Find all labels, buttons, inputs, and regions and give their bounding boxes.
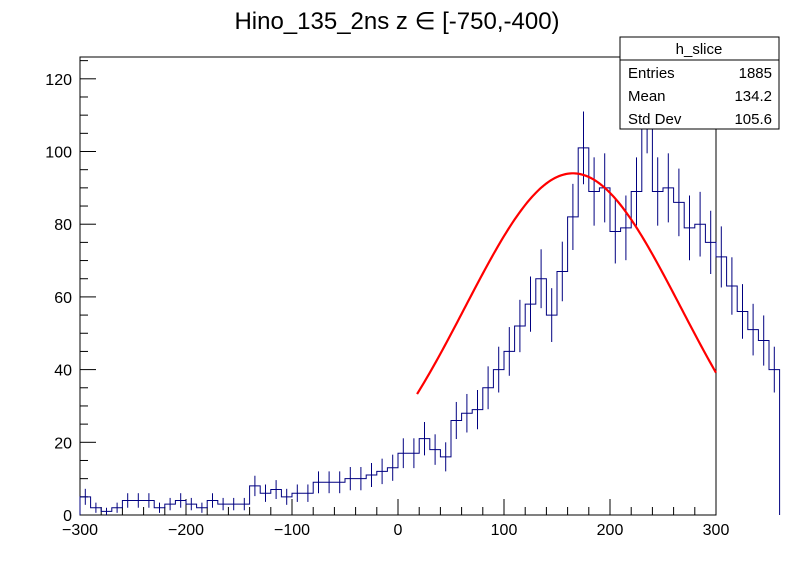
histogram-steps [79, 114, 781, 515]
stats-entries-value: 1885 [739, 65, 772, 82]
stats-mean-label: Mean [628, 88, 666, 105]
y-tick-label: 80 [54, 217, 72, 234]
y-axis: 0 20 40 60 80 100 120 [45, 60, 96, 525]
x-axis: −300 −200 −100 0 100 200 300 [62, 499, 729, 539]
stats-stddev-label: Std Dev [628, 111, 682, 128]
y-tick-label: 100 [45, 145, 72, 162]
x-tick-label: −200 [168, 522, 204, 539]
y-tick-label: 120 [45, 72, 72, 89]
y-tick-label: 40 [54, 363, 72, 380]
stats-mean-value: 134.2 [734, 88, 772, 105]
histogram-series [79, 76, 781, 515]
y-tick-label: 0 [63, 508, 72, 525]
stats-box: h_slice Entries 1885 Mean 134.2 Std Dev … [619, 36, 780, 130]
x-tick-label: −100 [274, 522, 310, 539]
stats-stddev-value: 105.6 [734, 111, 772, 128]
y-tick-label: 20 [54, 435, 72, 452]
x-tick-label: 0 [394, 522, 403, 539]
y-tick-label: 60 [54, 290, 72, 307]
x-tick-label: 200 [597, 522, 624, 539]
stats-box-title: h_slice [676, 41, 723, 58]
x-tick-label: 100 [491, 522, 518, 539]
x-tick-label: 300 [703, 522, 730, 539]
stats-entries-label: Entries [628, 65, 675, 82]
fit-line [416, 172, 717, 395]
chart-title: Hino_135_2ns z ∈ [-750,-400) [234, 8, 559, 35]
x-tick-label: −300 [62, 522, 98, 539]
fit-curve [416, 172, 717, 395]
